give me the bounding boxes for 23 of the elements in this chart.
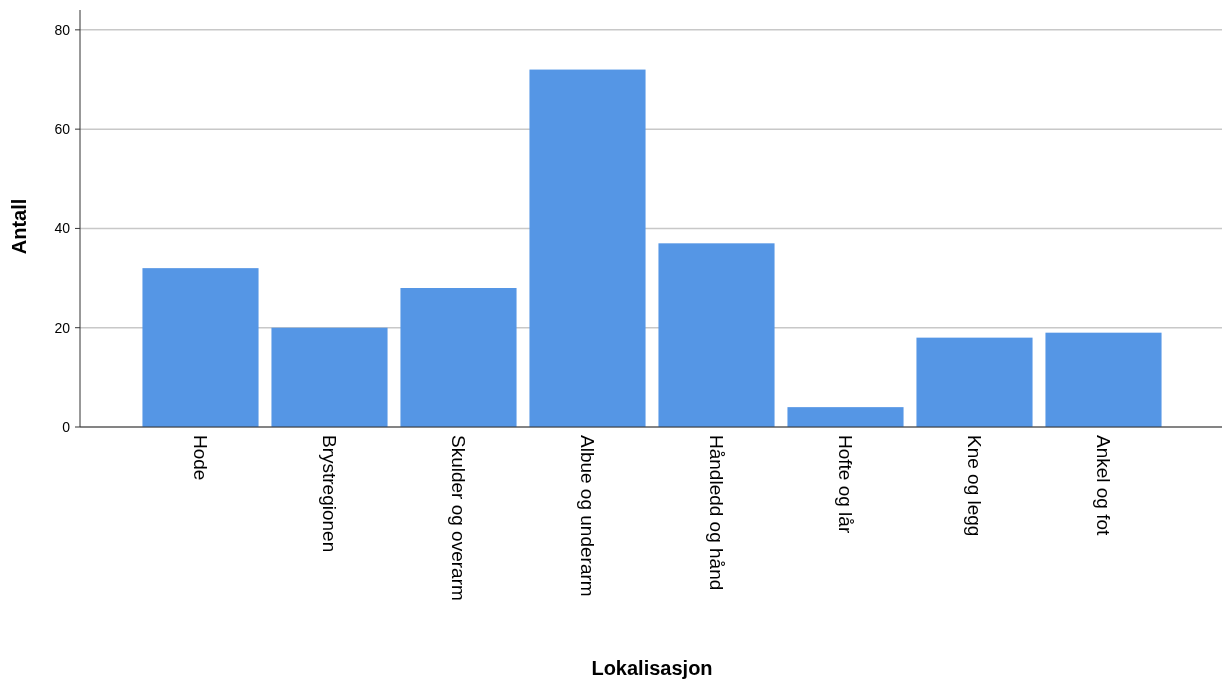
y-tick-label: 20 (54, 319, 71, 336)
y-tick-label: 0 (62, 418, 71, 435)
x-tick-label: Kne og legg (963, 435, 985, 537)
bar (271, 327, 388, 427)
bar (400, 288, 517, 427)
x-tick-label: Albue og underarm (576, 435, 598, 597)
bar (916, 337, 1033, 427)
x-tick-label: Ankel og fot (1092, 435, 1114, 537)
bar (529, 69, 646, 427)
y-tick-label: 80 (54, 21, 71, 38)
y-tick-label: 60 (54, 121, 71, 138)
bar (142, 268, 259, 427)
x-tick-label: Skulder og overarm (447, 435, 469, 601)
x-tick-label: Hode (189, 435, 211, 481)
x-tick-label: Brystregionen (318, 435, 340, 553)
y-tick-label: 40 (54, 220, 71, 237)
bar (658, 243, 775, 427)
x-tick-label: Hofte og lår (834, 435, 856, 534)
bar (787, 407, 904, 427)
bar (1045, 332, 1162, 427)
x-axis-title: Lokalisasjon (591, 657, 713, 679)
x-tick-label: Håndledd og hånd (705, 435, 727, 591)
y-axis-title: Antall (8, 198, 30, 255)
